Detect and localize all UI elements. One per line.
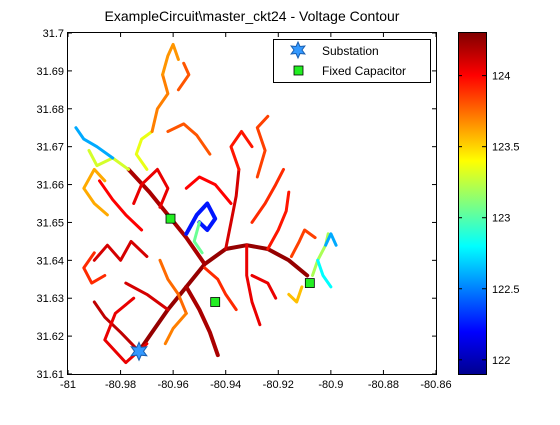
feeder-line-23	[161, 42, 180, 77]
feeder-line-8	[132, 167, 170, 209]
fixed-capacitor-marker	[165, 213, 176, 224]
feeder-line-35	[287, 285, 304, 304]
legend-label-fixed-capacitor: Fixed Capacitor	[322, 64, 406, 78]
legend-label-substation: Substation	[322, 44, 379, 58]
y-tick-label: 31.62	[36, 331, 64, 343]
feeder-line-12	[229, 130, 254, 171]
y-tick-label: 31.63	[36, 293, 64, 305]
plot-frame	[67, 32, 437, 375]
y-tick-label: 31.69	[36, 66, 64, 78]
y-tick-label: 31.64	[36, 255, 64, 267]
feeder-line-13	[255, 114, 270, 179]
x-axis: -81 -80.98 -80.96 -80.94 -80.92 -80.9 -80.88 -8…	[60, 33, 452, 391]
markers	[130, 213, 315, 362]
y-tick-label: 31.7	[43, 28, 64, 40]
x-tick-label: -81	[60, 379, 76, 391]
colorbar-tick-label: 123	[492, 213, 510, 225]
feeder-line-6	[92, 239, 149, 262]
legend-square-icon	[293, 65, 304, 76]
colorbar-tick-label: 122.5	[492, 284, 520, 296]
feeder-line-10	[245, 243, 262, 327]
feeder-line-0	[137, 243, 310, 354]
feeder-line-26	[192, 220, 204, 255]
feeder-line-16	[266, 190, 291, 251]
feeder-line-1	[184, 284, 220, 358]
feeder-line-33	[316, 258, 333, 289]
colorbar-tick-label: 124	[492, 71, 510, 83]
feeder-line-27	[82, 251, 107, 285]
fixed-capacitor-marker	[304, 278, 315, 288]
feeder-line-11	[184, 175, 233, 205]
x-tick-label: -80.88	[368, 379, 399, 391]
y-tick-label: 31.65	[36, 217, 64, 229]
y-tick-label: 31.68	[36, 104, 64, 116]
x-tick-label: -80.92	[263, 379, 294, 391]
x-tick-label: -80.96	[158, 379, 189, 391]
feeder-line-31	[289, 228, 317, 258]
feeder-line-24	[176, 61, 191, 92]
chart-title: ExampleCircuit\master_ckt24 - Voltage Co…	[105, 8, 400, 24]
feeder-line-28	[158, 258, 188, 315]
feeder-line-5	[103, 296, 149, 365]
colorbar-ticks: 122 122.5 123 123.5 124	[458, 71, 520, 367]
feeder-line-29	[163, 311, 188, 346]
feeder-line-14	[166, 122, 212, 156]
feeder-line-3	[92, 300, 141, 353]
x-tick-label: -80.9	[318, 379, 343, 391]
colorbar	[458, 32, 487, 375]
feeder-line-20	[74, 126, 115, 160]
colorbar-tick-label: 122	[492, 355, 510, 367]
feeder-line-17	[250, 274, 278, 300]
y-axis: 31.61 31.62 31.63 31.64 31.65 31.66 31.67 31.68…	[36, 28, 436, 381]
y-tick-label: 31.61	[36, 369, 64, 381]
fixed-capacitor-marker	[210, 297, 221, 307]
feeder-line-4	[124, 281, 170, 312]
feeder-line-18	[82, 167, 109, 217]
legend: Substation Fixed Capacitor	[273, 39, 431, 83]
feeder-line-19	[87, 149, 130, 171]
feeder-line-7	[98, 179, 144, 232]
substation-marker	[130, 341, 148, 362]
feeder-line-34	[324, 232, 338, 247]
y-tick-label: 31.66	[36, 180, 64, 192]
x-tick-label: -80.98	[105, 379, 136, 391]
legend-star-icon	[290, 40, 306, 60]
feeder-line-22	[150, 73, 170, 133]
feeder-line-15	[250, 167, 285, 224]
feeder-line-9	[224, 167, 241, 251]
y-tick-label: 31.67	[36, 142, 64, 154]
colorbar-tick-label: 123.5	[492, 142, 520, 154]
feeder-line-30	[203, 266, 238, 312]
feeder-line-25	[184, 201, 218, 236]
x-tick-label: -80.86	[420, 379, 451, 391]
feeder-line-21	[134, 130, 154, 171]
feeder-lines	[74, 42, 338, 365]
x-tick-label: -80.94	[210, 379, 241, 391]
